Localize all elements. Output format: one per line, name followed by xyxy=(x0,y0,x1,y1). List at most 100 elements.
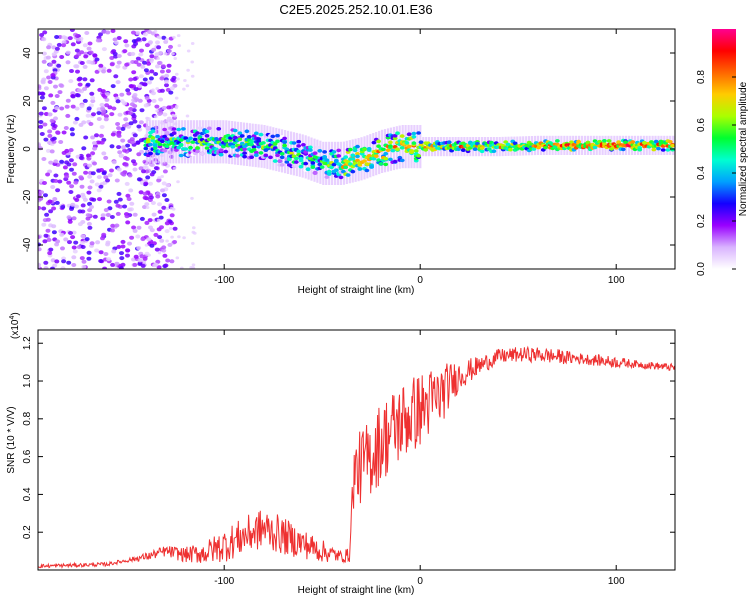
heat-cell xyxy=(160,188,165,193)
x-tick-label: 100 xyxy=(608,576,625,587)
heat-cell xyxy=(127,207,133,212)
heat-cell xyxy=(85,213,91,218)
heat-cell xyxy=(110,223,116,228)
heat-cell xyxy=(281,129,284,173)
heat-cell xyxy=(156,218,161,222)
heat-cell xyxy=(310,161,316,165)
heat-cell xyxy=(279,152,285,156)
heat-cell xyxy=(85,113,91,118)
y-tick-label: 1.2 xyxy=(22,336,33,350)
heat-cell xyxy=(68,79,74,84)
heat-cell xyxy=(128,188,134,193)
heat-cell xyxy=(68,231,73,235)
heat-cell xyxy=(71,171,77,176)
heat-cell xyxy=(284,160,290,164)
y-tick-label: 0.4 xyxy=(22,487,33,501)
heat-cell xyxy=(175,72,179,76)
heat-cell xyxy=(38,111,44,116)
heat-cell xyxy=(63,126,69,130)
heat-cell xyxy=(82,86,88,91)
heat-cell xyxy=(148,142,153,147)
heat-cell xyxy=(162,148,168,153)
heat-cell xyxy=(296,139,302,144)
heat-cell xyxy=(60,205,66,209)
heat-cell xyxy=(197,126,203,130)
heat-cell xyxy=(383,162,389,167)
heat-cell xyxy=(129,201,135,206)
heat-cell xyxy=(69,29,75,32)
heat-cell xyxy=(191,241,195,245)
heat-cell xyxy=(168,44,173,49)
heat-cell xyxy=(98,250,104,255)
heat-cell xyxy=(90,96,96,100)
heat-cell xyxy=(41,77,47,82)
heat-cell xyxy=(149,69,155,74)
heat-cell xyxy=(127,173,133,178)
heat-cell xyxy=(304,135,307,179)
heat-cell xyxy=(324,175,330,179)
heat-cell xyxy=(162,134,168,139)
heat-cell xyxy=(80,203,86,208)
heat-cell xyxy=(74,198,80,202)
heat-cell xyxy=(139,48,144,53)
heat-cell xyxy=(151,212,157,217)
heat-cell xyxy=(460,148,466,152)
heat-cell xyxy=(298,156,304,161)
heat-cell xyxy=(87,174,93,179)
snr-ticks: -100 0 100 0.2 0.4 0.6 0.8 1.0 1.2 xyxy=(22,330,675,587)
heat-cell xyxy=(102,94,108,99)
heat-cell xyxy=(371,140,377,145)
heat-cell xyxy=(110,132,116,137)
heat-cell xyxy=(360,137,363,181)
heat-cell xyxy=(163,263,169,268)
heat-cell xyxy=(362,159,367,163)
heat-cell xyxy=(153,232,159,237)
heat-cell xyxy=(116,145,122,150)
heat-cell xyxy=(89,179,95,184)
heat-cell xyxy=(171,52,175,56)
heat-cell xyxy=(132,262,138,267)
heat-cell xyxy=(138,120,144,125)
heat-cell xyxy=(110,29,116,33)
heat-cell xyxy=(175,256,180,260)
heat-cell xyxy=(131,257,136,262)
heat-cell xyxy=(242,147,248,151)
heat-cell xyxy=(48,247,54,252)
heat-cell xyxy=(43,137,49,142)
heat-cell xyxy=(147,218,153,223)
heat-cell xyxy=(204,134,210,138)
heat-cell xyxy=(296,144,302,148)
heat-cell xyxy=(161,205,167,210)
heat-cell xyxy=(96,175,102,180)
heat-cell xyxy=(68,158,74,163)
heat-cell xyxy=(150,136,156,140)
heat-cell xyxy=(157,209,163,214)
heat-cell xyxy=(392,136,398,141)
heat-cell xyxy=(116,132,122,137)
heat-cell xyxy=(184,120,187,164)
heat-cell xyxy=(381,147,386,152)
heat-cell xyxy=(59,232,65,237)
heat-cell xyxy=(45,55,51,60)
heat-cell xyxy=(61,43,67,48)
heat-cell xyxy=(50,73,56,78)
heat-cell xyxy=(50,185,56,189)
heat-cell xyxy=(279,155,285,160)
heat-cell xyxy=(38,84,42,89)
heat-cell xyxy=(55,130,61,135)
heat-cell xyxy=(116,167,122,172)
heat-cell xyxy=(195,131,200,135)
heat-cell xyxy=(50,122,56,127)
heat-cell xyxy=(536,145,541,150)
heat-cell xyxy=(43,86,49,91)
colorbar-label: Normalized spectral amplitude xyxy=(738,81,749,216)
heat-cell xyxy=(125,193,131,198)
heat-cell xyxy=(138,138,144,143)
heat-cell xyxy=(87,208,93,213)
heat-cell xyxy=(54,259,60,264)
heat-cell xyxy=(156,178,162,183)
heat-cell xyxy=(109,168,114,173)
heat-cell xyxy=(204,146,210,150)
heat-cell xyxy=(46,75,52,80)
heat-cell xyxy=(56,42,62,47)
